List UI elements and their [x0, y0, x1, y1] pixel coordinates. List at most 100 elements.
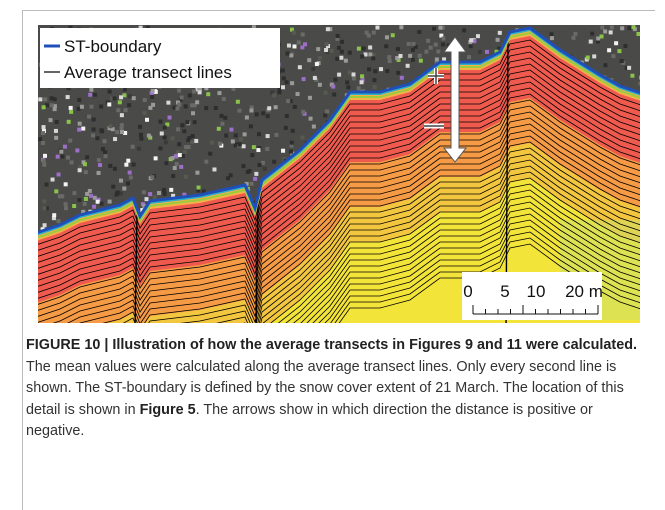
texture-cell	[301, 136, 305, 140]
texture-cell	[325, 109, 329, 113]
texture-cell	[592, 54, 596, 58]
texture-cell	[97, 171, 101, 175]
texture-cell	[163, 125, 167, 129]
texture-cell	[412, 42, 416, 46]
texture-cell	[337, 73, 341, 77]
texture-cell	[151, 89, 155, 93]
texture-cell	[285, 52, 289, 56]
texture-cell	[352, 76, 356, 80]
texture-cell	[87, 115, 91, 119]
texture-cell	[289, 150, 293, 154]
texture-cell	[360, 74, 364, 78]
texture-cell	[441, 37, 445, 41]
texture-cell	[147, 134, 151, 138]
texture-cell	[639, 76, 640, 80]
texture-cell	[122, 187, 126, 191]
texture-cell	[158, 120, 162, 124]
texture-cell	[435, 57, 439, 61]
texture-cell	[335, 57, 339, 61]
texture-cell	[399, 54, 403, 58]
texture-cell	[173, 166, 177, 170]
texture-cell	[92, 127, 96, 131]
texture-cell	[631, 25, 635, 29]
texture-cell	[169, 188, 173, 192]
texture-cell	[124, 163, 128, 167]
texture-cell	[348, 71, 352, 75]
texture-cell	[478, 50, 482, 54]
texture-cell	[150, 175, 154, 179]
texture-cell	[148, 192, 152, 196]
texture-cell	[220, 122, 224, 126]
texture-cell	[42, 125, 46, 129]
texture-cell	[206, 92, 210, 96]
caption-label: FIGURE 10 | Illustration of how the aver…	[26, 337, 637, 353]
texture-cell	[469, 44, 473, 48]
texture-cell	[185, 120, 189, 124]
texture-cell	[43, 154, 47, 158]
texture-cell	[191, 111, 195, 115]
texture-cell	[469, 38, 473, 42]
texture-cell	[289, 53, 293, 57]
texture-cell	[126, 159, 130, 163]
texture-cell	[195, 171, 199, 175]
texture-cell	[325, 42, 329, 46]
texture-cell	[48, 118, 52, 122]
texture-cell	[57, 172, 61, 176]
texture-cell	[267, 106, 271, 110]
texture-cell	[407, 42, 411, 46]
texture-cell	[41, 141, 45, 145]
texture-cell	[63, 145, 67, 149]
texture-cell	[223, 116, 227, 120]
texture-cell	[120, 113, 124, 117]
texture-cell	[183, 150, 187, 154]
texture-cell	[290, 81, 294, 85]
texture-cell	[214, 106, 218, 110]
texture-cell	[177, 102, 181, 106]
texture-cell	[193, 120, 197, 124]
texture-cell	[108, 200, 112, 204]
texture-cell	[177, 89, 181, 93]
texture-cell	[252, 145, 256, 149]
texture-cell	[217, 91, 221, 95]
texture-cell	[127, 103, 131, 107]
figure-map: ST-boundary Average transect lines 0 5 1…	[38, 25, 640, 323]
texture-cell	[45, 183, 49, 187]
texture-cell	[573, 32, 577, 36]
texture-cell	[81, 127, 85, 131]
texture-cell	[210, 141, 214, 145]
texture-cell	[436, 50, 440, 54]
texture-cell	[54, 129, 58, 133]
texture-cell	[64, 182, 68, 186]
texture-cell	[56, 155, 60, 159]
texture-cell	[162, 192, 166, 196]
figure-ref: Figure 5	[140, 402, 196, 418]
texture-cell	[197, 186, 201, 190]
texture-cell	[284, 126, 288, 130]
texture-cell	[333, 78, 337, 82]
scale-label: 20 m	[565, 282, 603, 301]
texture-cell	[38, 137, 42, 141]
texture-cell	[318, 83, 322, 87]
texture-cell	[263, 167, 267, 171]
texture-cell	[285, 80, 289, 84]
texture-cell	[97, 158, 101, 162]
texture-cell	[204, 106, 208, 110]
texture-cell	[298, 65, 302, 69]
texture-cell	[143, 98, 147, 102]
texture-cell	[190, 103, 194, 107]
texture-cell	[177, 142, 181, 146]
texture-cell	[287, 44, 291, 48]
texture-cell	[603, 29, 607, 33]
legend-text: Average transect lines	[64, 63, 232, 82]
texture-cell	[467, 55, 471, 59]
texture-cell	[163, 135, 167, 139]
texture-cell	[373, 69, 377, 73]
texture-cell	[164, 161, 168, 165]
texture-cell	[93, 93, 97, 97]
texture-cell	[78, 168, 82, 172]
texture-cell	[154, 156, 158, 160]
texture-cell	[623, 44, 627, 48]
texture-cell	[348, 51, 352, 55]
texture-cell	[371, 56, 375, 60]
texture-cell	[257, 132, 261, 136]
